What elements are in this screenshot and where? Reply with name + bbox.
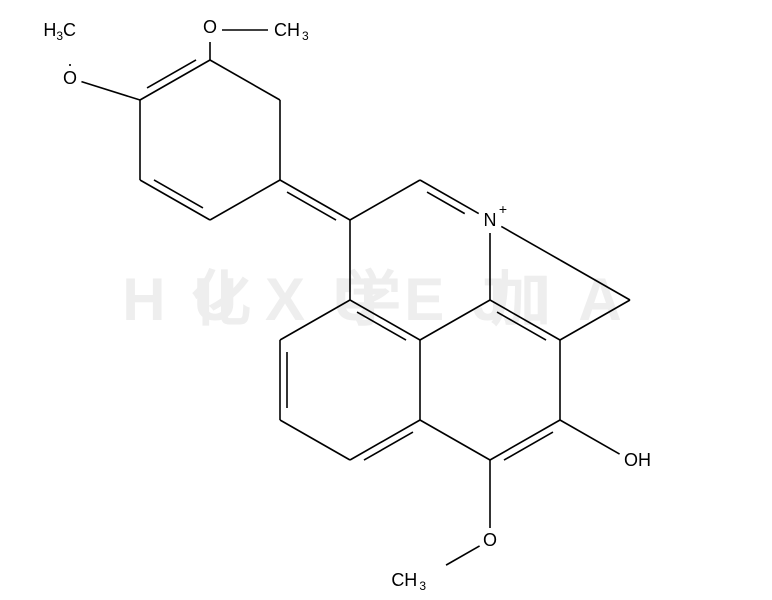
molecule-diagram: HUXUEJIA化学加N+OCH3OHOCH3OH3C: [0, 0, 772, 600]
atom-label-N: N: [484, 210, 497, 230]
atom-label-O2: OH: [624, 450, 651, 470]
atom-label-O1: O: [483, 530, 497, 550]
watermark-cjk: 化学加: [191, 266, 641, 333]
atom-label-O4: O: [63, 68, 77, 88]
atom-charge-N: +: [499, 201, 507, 217]
atom-label-O3: O: [203, 17, 217, 37]
